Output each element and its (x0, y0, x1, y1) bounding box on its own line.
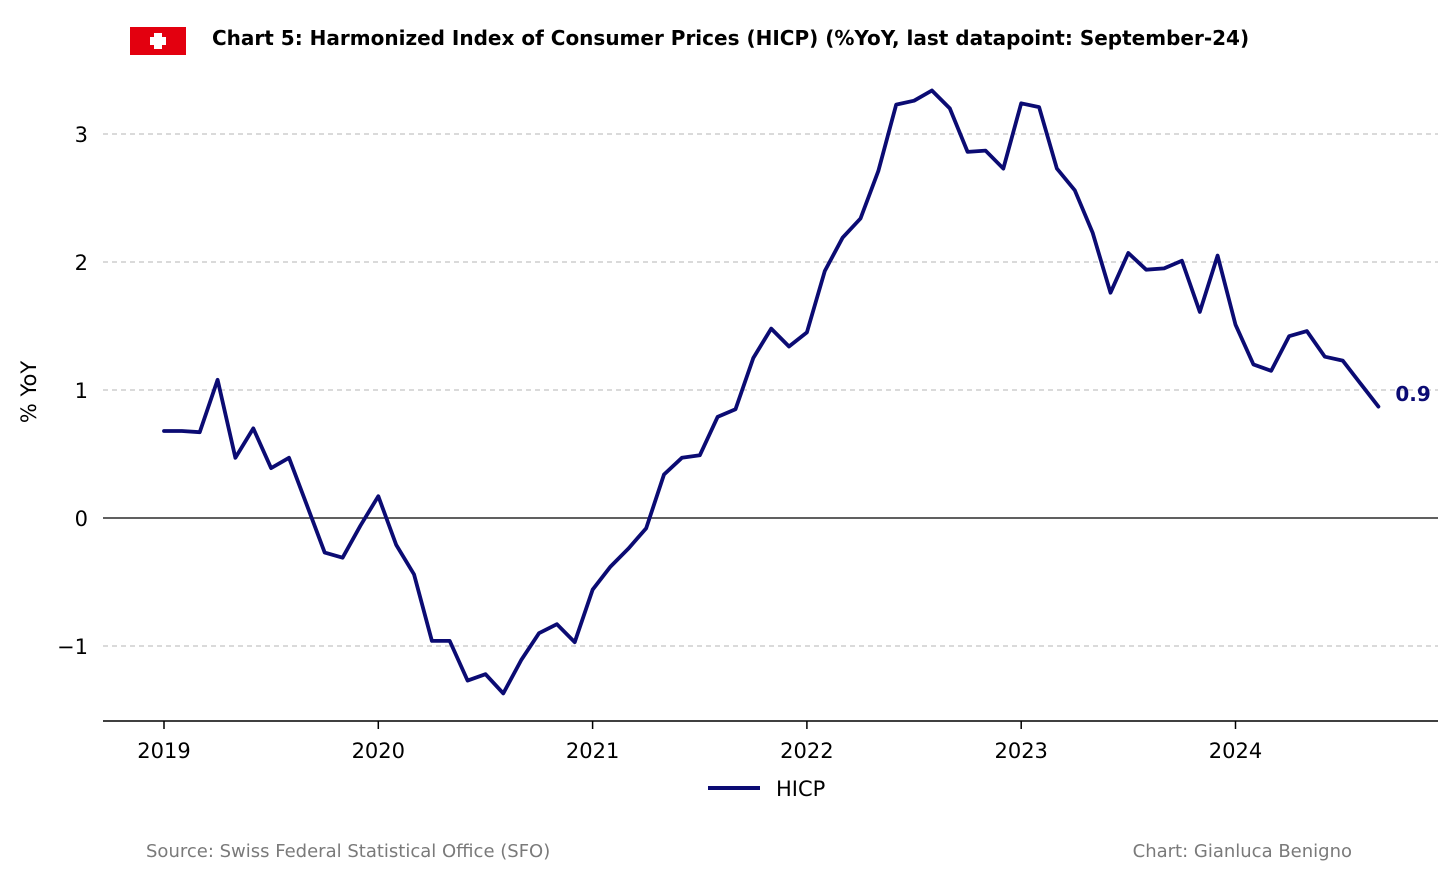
series-layer: 0.9 (162, 88, 1431, 696)
chart-title: Chart 5: Harmonized Index of Consumer Pr… (212, 26, 1249, 50)
series-line-hicp (162, 88, 1381, 696)
x-tick-label: 2019 (137, 739, 190, 763)
chart-header: Chart 5: Harmonized Index of Consumer Pr… (130, 26, 1249, 55)
swiss-flag-icon (130, 27, 186, 55)
legend-label-hicp: HICP (776, 777, 825, 801)
y-tick-label: 1 (75, 379, 88, 403)
y-tick-label: 2 (75, 251, 88, 275)
y-tick-label: 0 (75, 507, 88, 531)
chart-credit: Chart: Gianluca Benigno (1133, 841, 1352, 862)
last-value-label: 0.9 (1395, 382, 1430, 406)
y-axis-label: % YoY (17, 361, 41, 424)
source-note: Source: Swiss Federal Statistical Office… (146, 841, 550, 862)
legend: HICP (708, 777, 825, 801)
axes: 3 2 1 0 −1 2019 2020 2021 2022 2023 2024 (57, 123, 1438, 763)
x-tick-label: 2022 (780, 739, 833, 763)
x-tick-label: 2020 (352, 739, 405, 763)
y-tick-label: 3 (75, 123, 88, 147)
x-tick-label: 2021 (566, 739, 619, 763)
grid-lines (103, 133, 1438, 647)
x-tick-label: 2023 (994, 739, 1047, 763)
y-tick-label: −1 (57, 635, 88, 659)
x-tick-label: 2024 (1209, 739, 1262, 763)
